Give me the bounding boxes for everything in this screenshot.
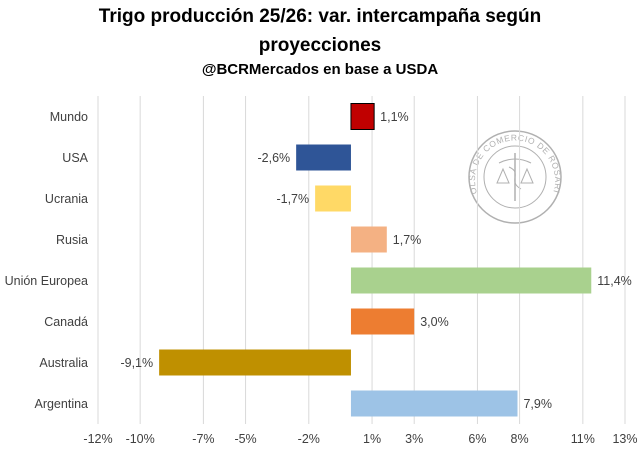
data-label: 3,0% [420,315,449,329]
x-axis-ticks: -12% -10% -7% -5% -2% 1% 3% 6% 8% 11% 13% [83,432,637,446]
category-label: USA [62,151,88,165]
category-label: Canadá [44,315,88,329]
x-tick-label: -2% [298,432,320,446]
category-label: Australia [39,356,88,370]
data-label: 11,4% [597,274,632,288]
bar-argentina [350,390,518,417]
bar-usa [296,144,351,171]
seal-text: BOLSA DE COMERCIO DE ROSARIO [0,0,563,195]
category-labels: Mundo USA Ucrania Rusia Unión Europea Canadá A… [5,110,89,411]
bars [159,103,592,417]
chart-title-line-1: Trigo producción 25/26: var. intercampañ… [98,6,542,27]
bar-rusia [350,226,387,253]
seal-scales [496,158,534,184]
bar-australia [159,349,351,376]
seal-outer-ring [468,130,562,224]
bar-mundo [350,103,375,130]
seal-serpent [508,166,522,190]
data-labels: 1,1% -2,6% -1,7% 1,7% 11,4% 3,0% -9,1% 7,9% [120,110,631,411]
data-label: -1,7% [276,192,309,206]
x-tick-label: -10% [126,432,155,446]
data-label: 1,1% [380,110,409,124]
category-label: Argentina [34,397,88,411]
x-tick-label: 3% [405,432,423,446]
category-label: Mundo [50,110,88,124]
x-tick-label: -5% [234,432,256,446]
category-label: Ucrania [45,192,88,206]
chart-title-line-2: proyecciones [258,35,382,56]
bar-unión-europea [350,267,592,294]
x-tick-label: -12% [83,432,112,446]
bar-ucrania [315,185,351,212]
category-label: Rusia [56,233,88,247]
data-label: -2,6% [257,151,290,165]
seal-inner-ring [483,145,547,209]
chart-subtitle: @BCRMercados en base a USDA [201,61,439,78]
data-label: 7,9% [523,397,552,411]
data-label: 1,7% [393,233,422,247]
category-label: Unión Europea [5,274,88,288]
x-tick-label: 6% [468,432,486,446]
data-label: -9,1% [120,356,153,370]
bar-canadá [350,308,415,335]
x-tick-label: 13% [612,432,637,446]
x-tick-label: 1% [363,432,381,446]
x-tick-label: 8% [511,432,529,446]
gridlines [97,96,626,424]
x-tick-label: 11% [571,432,595,446]
x-tick-label: -7% [192,432,214,446]
